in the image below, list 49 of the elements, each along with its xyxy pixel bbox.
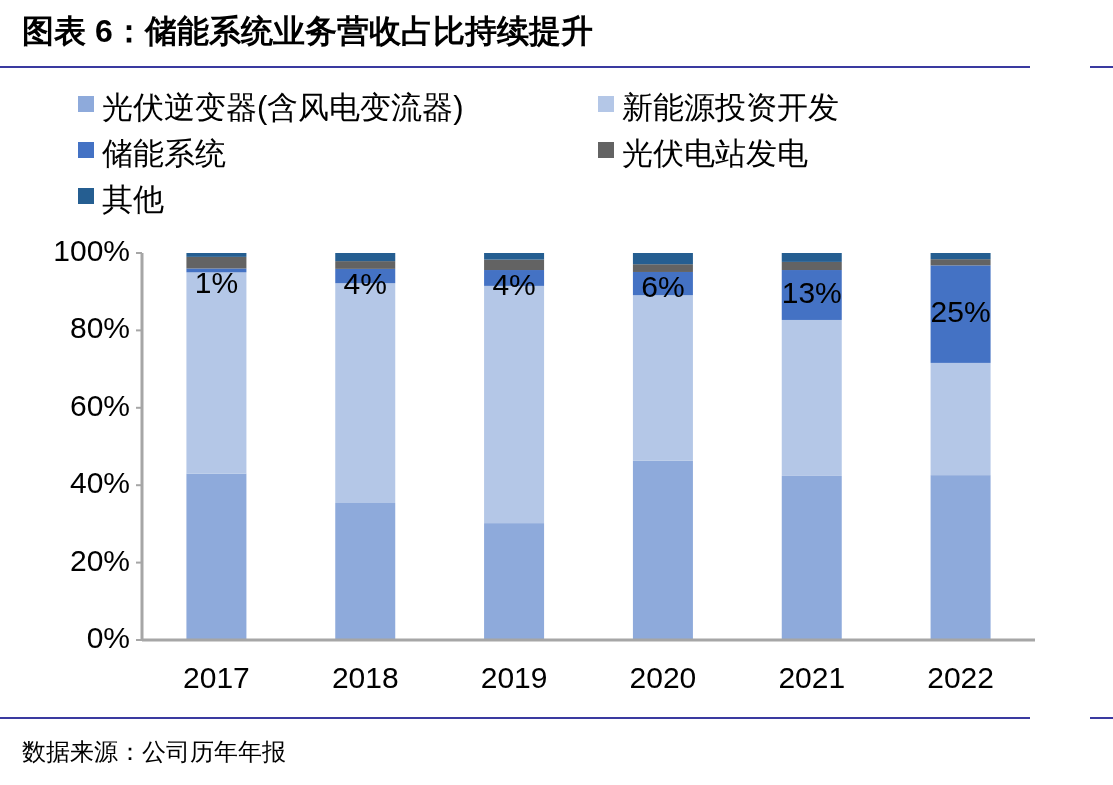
legend-label: 储能系统 [102, 136, 226, 172]
bar [484, 259, 545, 271]
data-label: 1% [194, 266, 239, 300]
legend-label: 新能源投资开发 [622, 90, 839, 126]
x-tick-label: 2020 [629, 660, 697, 694]
y-tick-label: 20% [69, 543, 130, 577]
bar [335, 261, 396, 269]
bar [186, 272, 247, 474]
legend-label: 光伏逆变器(含风电变流器) [102, 90, 464, 126]
bar [484, 253, 545, 260]
source-note: 数据来源：公司历年年报 [22, 738, 286, 765]
chart-title: 图表 6：储能系统业务营收占比持续提升 [22, 13, 593, 49]
bar [632, 460, 693, 640]
x-tick-label: 2021 [778, 660, 846, 694]
legend-label: 其他 [102, 182, 164, 218]
bar [186, 268, 247, 273]
bar [335, 503, 396, 640]
bar [930, 475, 991, 640]
y-tick-label: 40% [69, 466, 130, 500]
bar [930, 265, 991, 363]
bar [186, 256, 247, 269]
bar [484, 523, 545, 640]
bar [781, 475, 842, 640]
data-label: 4% [343, 266, 387, 300]
data-label: 13% [781, 275, 842, 309]
data-label: 6% [641, 269, 685, 303]
y-tick-label: 0% [86, 620, 130, 654]
y-tick-label: 80% [69, 311, 130, 345]
x-tick-label: 2019 [480, 660, 548, 694]
legend-label: 光伏电站发电 [622, 136, 808, 172]
y-tick-label: 60% [69, 388, 130, 422]
x-tick-label: 2018 [331, 660, 399, 694]
bar [930, 362, 991, 476]
bar [930, 253, 991, 260]
y-tick-label: 100% [53, 233, 130, 267]
bar [632, 264, 693, 272]
bar [186, 253, 247, 257]
data-label: 4% [492, 267, 536, 301]
bar [632, 253, 693, 265]
bar [335, 253, 396, 262]
bar [781, 253, 842, 262]
bar [632, 295, 693, 461]
bar [781, 261, 842, 271]
bar [930, 259, 991, 266]
bar [781, 319, 842, 476]
bar [186, 473, 247, 640]
x-tick-label: 2017 [183, 660, 250, 694]
data-label: 25% [930, 295, 991, 329]
x-tick-label: 2022 [927, 660, 994, 694]
